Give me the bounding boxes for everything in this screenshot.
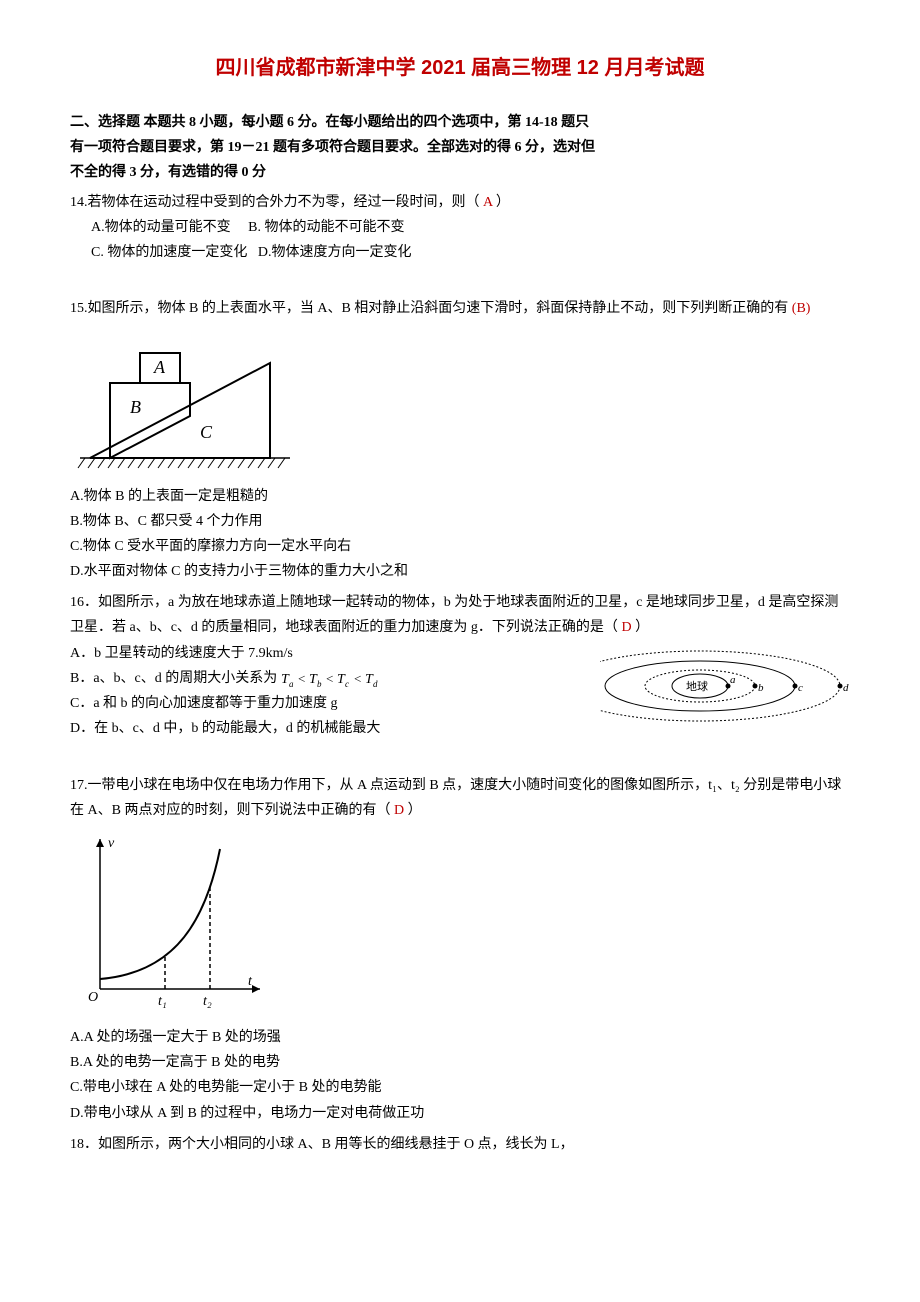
q17-opt-c: C.带电小球在 A 处的电势能一定小于 B 处的电势能 xyxy=(70,1075,850,1100)
q18-stem: 18．如图所示，两个大小相同的小球 A、B 用等长的细线悬挂于 O 点，线长为 … xyxy=(70,1137,574,1152)
q17-answer: D xyxy=(394,803,404,818)
q16-opt-b: B．a、b、c、d 的周期大小关系为 T a < T b < T c < T d xyxy=(70,666,580,691)
svg-text:a: a xyxy=(730,674,736,686)
section-line: 二、选择题 本题共 8 小题，每小题 6 分。在每小题给出的四个选项中，第 14… xyxy=(70,110,850,135)
q17-opt-b: B.A 处的电势一定高于 B 处的电势 xyxy=(70,1050,850,1075)
q14-stem: 14.若物体在运动过程中受到的合外力不为零，经过一段时间，则（ xyxy=(70,195,483,210)
q17-stem-tail: ） xyxy=(404,803,422,818)
svg-text:<: < xyxy=(298,671,305,686)
svg-text:v: v xyxy=(108,836,115,851)
q17-opt-d: D.带电小球从 A 到 B 的过程中，电场力一定对电荷做正功 xyxy=(70,1101,850,1126)
svg-text:b: b xyxy=(758,682,764,694)
svg-text:b: b xyxy=(317,679,322,689)
svg-text:<: < xyxy=(354,671,361,686)
q17-opt-a: A.A 处的场强一定大于 B 处的场强 xyxy=(70,1025,850,1050)
q14-answer: A xyxy=(483,195,492,210)
question-14: 14.若物体在运动过程中受到的合外力不为零，经过一段时间，则（ A ） A.物体… xyxy=(70,190,850,266)
svg-text:d: d xyxy=(843,682,849,694)
q16-opt-a: A．b 卫星转动的线速度大于 7.9km/s xyxy=(70,641,580,666)
q16-opt-d: D．在 b、c、d 中，b 的动能最大，d 的机械能最大 xyxy=(70,716,580,741)
q16-answer: D xyxy=(621,620,631,635)
question-15: 15.如图所示，物体 B 的上表面水平，当 A、B 相对静止沿斜面匀速下滑时，斜… xyxy=(70,296,850,584)
q15-opt-c: C.物体 C 受水平面的摩擦力方向一定水平向右 xyxy=(70,534,850,559)
svg-text:B: B xyxy=(130,397,141,417)
svg-text:a: a xyxy=(289,679,294,689)
svg-text:t₁: t₁ xyxy=(158,994,167,1009)
q17-stem: 17.一带电小球在电场中仅在电场力作用下，从 A 点运动到 B 点，速度大小随时… xyxy=(70,778,841,818)
q15-stem: 15.如图所示，物体 B 的上表面水平，当 A、B 相对静止沿斜面匀速下滑时，斜… xyxy=(70,301,792,316)
svg-text:A: A xyxy=(153,357,166,377)
q16-opt-c: C．a 和 b 的向心加速度都等于重力加速度 g xyxy=(70,691,580,716)
q15-opt-d: D.水平面对物体 C 的支持力小于三物体的重力大小之和 xyxy=(70,559,850,584)
question-16: 16．如图所示，a 为放在地球赤道上随地球一起转动的物体，b 为处于地球表面附近… xyxy=(70,590,850,741)
section-heading: 二、选择题 本题共 8 小题，每小题 6 分。在每小题给出的四个选项中，第 14… xyxy=(70,110,850,186)
question-18: 18．如图所示，两个大小相同的小球 A、B 用等长的细线悬挂于 O 点，线长为 … xyxy=(70,1132,850,1157)
q14-opt-a: A.物体的动量可能不变 xyxy=(91,220,231,235)
q14-opt-d: D.物体速度方向一定变化 xyxy=(258,245,412,260)
question-17: 17.一带电小球在电场中仅在电场力作用下，从 A 点运动到 B 点，速度大小随时… xyxy=(70,773,850,1126)
q14-opt-b: B. 物体的动能不可能不变 xyxy=(248,220,404,235)
svg-text:c: c xyxy=(798,682,803,694)
q14-opt-c: C. 物体的加速度一定变化 xyxy=(91,245,247,260)
svg-text:d: d xyxy=(373,679,378,689)
q15-opt-a: A.物体 B 的上表面一定是粗糙的 xyxy=(70,484,850,509)
svg-text:C: C xyxy=(200,422,213,442)
q15-answer: (B) xyxy=(792,301,811,316)
section-line: 有一项符合题目要求，第 19－21 题有多项符合题目要求。全部选对的得 6 分，… xyxy=(70,135,850,160)
svg-text:地球: 地球 xyxy=(686,679,708,693)
svg-text:c: c xyxy=(345,679,349,689)
q16-stem-tail: ） xyxy=(632,620,650,635)
q16-stem: 16．如图所示，a 为放在地球赤道上随地球一起转动的物体，b 为处于地球表面附近… xyxy=(70,595,838,635)
svg-text:<: < xyxy=(326,671,333,686)
q17-figure: v t O t₁ t₂ xyxy=(70,829,850,1019)
q16-figure: 地球 a b c d xyxy=(600,641,850,731)
q14-stem-tail: ） xyxy=(492,195,510,210)
q15-figure: C B A xyxy=(70,328,850,478)
svg-text:t₂: t₂ xyxy=(203,994,212,1009)
page-title: 四川省成都市新津中学 2021 届高三物理 12 月月考试题 xyxy=(70,50,850,86)
svg-text:O: O xyxy=(88,990,98,1005)
q15-opt-b: B.物体 B、C 都只受 4 个力作用 xyxy=(70,509,850,534)
section-line: 不全的得 3 分，有选错的得 0 分 xyxy=(70,160,850,185)
